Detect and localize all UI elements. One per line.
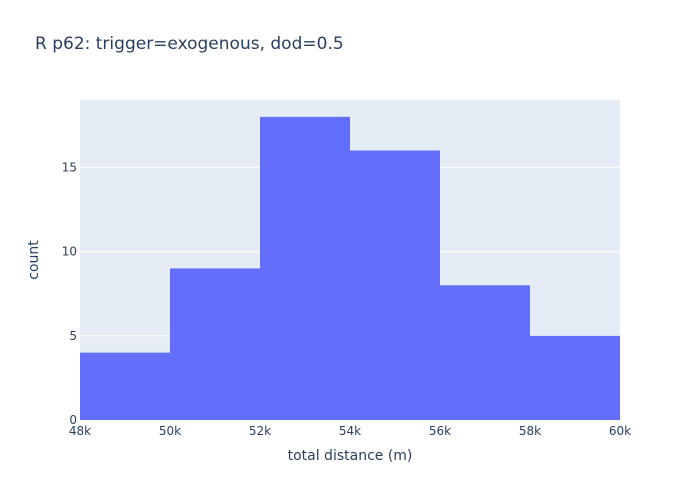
x-axis-ticks: 48k 50k 52k 54k 56k 58k 60k	[69, 424, 631, 438]
y-tick-label: 10	[62, 245, 77, 259]
x-tick-label: 58k	[519, 424, 541, 438]
x-tick-label: 60k	[609, 424, 631, 438]
histogram-bar	[530, 336, 620, 420]
x-tick-label: 52k	[249, 424, 271, 438]
y-tick-label: 5	[69, 329, 77, 343]
x-tick-label: 54k	[339, 424, 361, 438]
x-tick-label: 50k	[159, 424, 181, 438]
histogram-bar	[80, 353, 170, 420]
y-axis-label: count	[26, 240, 42, 280]
histogram-bar	[260, 117, 350, 420]
y-axis-ticks: 0 5 10 15	[62, 160, 77, 427]
histogram-bar	[350, 151, 440, 420]
histogram-bar	[170, 268, 260, 420]
y-tick-label: 15	[62, 160, 77, 174]
y-tick-label: 0	[69, 413, 77, 427]
x-axis-label: total distance (m)	[288, 448, 413, 464]
x-tick-label: 56k	[429, 424, 451, 438]
histogram-bar	[440, 285, 530, 420]
